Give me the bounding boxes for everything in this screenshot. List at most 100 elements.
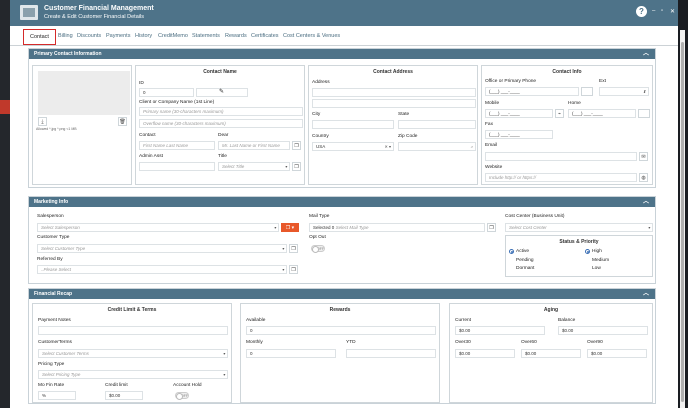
window-subtitle: Create & Edit Customer Financial Details — [44, 14, 144, 20]
status-active-radio[interactable] — [509, 249, 514, 254]
status-priority-title: Status & Priority — [559, 239, 599, 245]
tab-discounts[interactable]: Discounts — [77, 33, 102, 39]
over60-label: Over60 — [521, 340, 537, 345]
primary-name-input[interactable]: Primary name (30-characters maximum) — [139, 107, 303, 116]
title-copy-icon[interactable]: ❐ — [292, 162, 301, 171]
customer-terms-select[interactable]: Select Customer Terms ▾ — [38, 349, 228, 358]
admin-asst-input[interactable] — [139, 162, 215, 171]
referred-by-select[interactable]: ..Please Select ▾ — [37, 265, 287, 274]
help-icon[interactable]: ? — [636, 6, 647, 17]
payment-notes-input[interactable] — [38, 326, 228, 335]
dear-input[interactable]: Mr. Last Name or First Name — [218, 141, 290, 150]
pencil-icon[interactable]: ✎ — [219, 89, 225, 95]
background-app-marker — [0, 100, 10, 114]
globe-icon[interactable]: ◍ — [639, 173, 648, 182]
minimize-icon[interactable]: – — [652, 8, 656, 14]
dear-copy-icon[interactable]: ❐ — [292, 141, 301, 150]
home-button[interactable] — [638, 109, 650, 118]
current-input[interactable]: $0.00 — [455, 326, 545, 335]
fax-input[interactable]: (___) ___-____ — [485, 130, 553, 139]
salesperson-menu-button[interactable]: ❐ ▾ — [281, 223, 299, 232]
tab-history[interactable]: History — [135, 33, 153, 39]
aging-title: Aging — [543, 307, 559, 313]
id-edit-field[interactable] — [196, 88, 248, 97]
marketing-info-header[interactable]: Marketing Info ︿ — [29, 197, 655, 207]
office-phone-button[interactable] — [581, 87, 593, 96]
ytd-input[interactable] — [346, 349, 436, 358]
ext-input[interactable]: ⬍ — [599, 87, 649, 96]
chevron-up-icon[interactable]: ︿ — [642, 199, 649, 205]
clear-chevron-icon[interactable]: ✕ ▾ — [384, 144, 391, 149]
zip-input[interactable]: ⌕ — [398, 142, 476, 151]
close-icon[interactable]: ✕ — [670, 9, 676, 15]
mobile-input[interactable]: (___) ___-____ — [485, 109, 553, 118]
pricing-type-select[interactable]: Select Pricing Type ▾ — [38, 370, 228, 379]
mail-selected-count: 0 — [331, 225, 335, 230]
chevron-down-icon: ▾ — [222, 372, 225, 377]
tab-cost-centers-venues[interactable]: Cost Centers & Venues — [283, 33, 341, 39]
id-field[interactable]: 0 — [139, 88, 194, 97]
home-input[interactable]: (___) ___-____ — [568, 109, 636, 118]
mail-type-select[interactable]: Selected 0 Select Mail Type — [309, 223, 485, 232]
over60-input[interactable]: $0.00 — [521, 349, 581, 358]
over90-input[interactable]: $0.00 — [587, 349, 647, 358]
customer-type-select[interactable]: Select Customer Type ▾ — [37, 244, 287, 253]
marketing-info-header-label: Marketing Info — [34, 199, 69, 205]
primary-contact-header[interactable]: Primary Contact Information ︿ — [29, 49, 655, 59]
address-line2-input[interactable] — [312, 99, 476, 108]
tab-creditmemo[interactable]: CreditMemo — [158, 33, 188, 39]
state-input[interactable] — [398, 120, 476, 129]
salesperson-select[interactable]: Select Salesperson ▾ — [37, 223, 279, 232]
balance-input[interactable]: $0.00 — [558, 326, 648, 335]
cost-center-value: Select Cost Center — [509, 225, 547, 230]
tab-rewards[interactable]: Rewards — [225, 33, 247, 39]
scrollbar-thumb[interactable] — [681, 42, 684, 402]
opt-out-toggle[interactable]: OFF — [311, 245, 325, 253]
chevron-up-icon[interactable]: ︿ — [642, 51, 649, 57]
mail-type-copy-icon[interactable]: ❐ — [487, 223, 496, 232]
photo-placeholder — [38, 71, 130, 115]
financial-recap-header[interactable]: Financial Recap ︿ — [29, 289, 655, 299]
referred-by-copy-icon[interactable]: ❐ — [289, 265, 298, 274]
tab-certificates[interactable]: Certificates — [251, 33, 279, 39]
email-envelope-icon[interactable]: ✉ — [639, 152, 648, 161]
status-pending-label[interactable]: Pending — [516, 258, 534, 263]
office-phone-input[interactable]: (___) ___-____ — [485, 87, 579, 96]
vertical-scrollbar[interactable] — [680, 30, 685, 408]
over30-input[interactable]: $0.00 — [455, 349, 515, 358]
ext-stepper-icon[interactable]: ⬍ — [642, 89, 646, 94]
fin-rate-input[interactable]: % — [38, 391, 76, 400]
priority-high-radio[interactable] — [585, 249, 590, 254]
overflow-name-input[interactable]: Overflow name (30-characters maximum) — [139, 119, 303, 128]
tab-contact[interactable]: Contact — [23, 29, 56, 45]
city-input[interactable] — [312, 120, 394, 129]
customer-type-copy-icon[interactable]: ❐ — [289, 244, 298, 253]
tab-statements[interactable]: Statements — [192, 33, 220, 39]
credit-limit-input[interactable]: $0.00 — [105, 391, 143, 400]
rss-icon[interactable]: ⌁ — [555, 109, 564, 118]
upload-icon[interactable]: ⤓ — [38, 117, 47, 126]
monthly-input[interactable]: 0 — [246, 349, 336, 358]
cost-center-select[interactable]: Select Cost Center ▾ — [505, 223, 653, 232]
account-hold-toggle[interactable]: OFF — [175, 392, 189, 400]
restore-icon[interactable]: ▫ — [661, 8, 664, 14]
salesperson-value: Select Salesperson — [41, 225, 80, 230]
title-select[interactable]: Select Title ▾ — [218, 162, 290, 171]
address-line1-input[interactable] — [312, 88, 476, 97]
website-input[interactable]: Include http:// or https:// — [485, 173, 637, 182]
country-select[interactable]: USA ✕ ▾ — [312, 142, 394, 151]
trash-icon[interactable]: 🗑 — [118, 117, 127, 126]
status-dormant-label[interactable]: Dormant — [516, 266, 535, 271]
contact-input[interactable]: First Name Last Name — [139, 141, 215, 150]
website-label: Website — [485, 165, 503, 170]
payment-notes-label: Payment Notes — [38, 318, 71, 323]
priority-medium-label[interactable]: Medium — [592, 258, 610, 263]
priority-low-label[interactable]: Low — [592, 266, 601, 271]
tab-billing[interactable]: Billing — [58, 33, 73, 39]
window-title: Customer Financial Management — [44, 5, 154, 12]
search-icon[interactable]: ⌕ — [470, 144, 473, 149]
email-input[interactable] — [485, 152, 637, 161]
chevron-up-icon[interactable]: ︿ — [642, 291, 649, 297]
tab-payments[interactable]: Payments — [106, 33, 131, 39]
available-input[interactable]: 0 — [246, 326, 436, 335]
